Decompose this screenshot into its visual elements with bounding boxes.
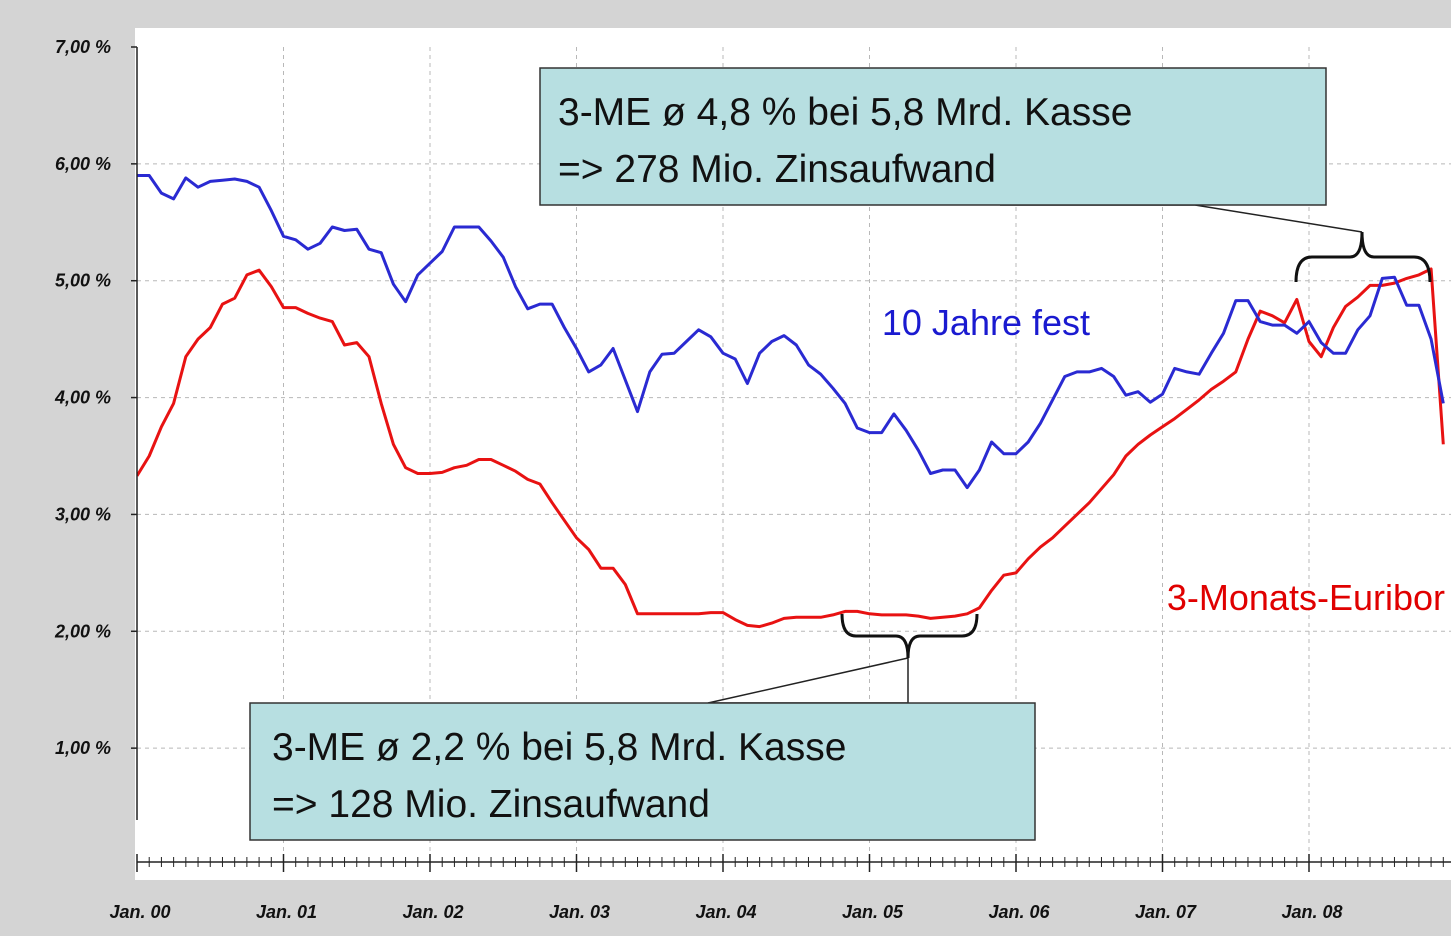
- y-tick-label: 5,00 %: [55, 271, 111, 291]
- x-tick-label: Jan. 02: [402, 902, 463, 922]
- x-tick-label: Jan. 08: [1281, 902, 1342, 922]
- x-tick-label: Jan. 05: [842, 902, 904, 922]
- y-tick-label: 1,00 %: [55, 738, 111, 758]
- series-label: 3-Monats-Euribor: [1167, 577, 1445, 618]
- series-line: [137, 174, 1445, 490]
- x-tick-label: Jan. 07: [1135, 902, 1197, 922]
- y-tick-label: 3,00 %: [55, 504, 111, 524]
- annotation-text: => 278 Mio. Zinsaufwand: [558, 148, 996, 191]
- series-line: [137, 267, 1445, 629]
- annotation-text: => 128 Mio. Zinsaufwand: [272, 783, 710, 826]
- brace: [840, 613, 979, 659]
- lines: [137, 174, 1445, 629]
- y-tick-label: 6,00 %: [55, 154, 111, 174]
- y-tick-label: 7,00 %: [55, 37, 111, 57]
- annotation-text: 3-ME ø 2,2 % bei 5,8 Mrd. Kasse: [272, 726, 846, 769]
- annotation-box: [249, 702, 1036, 841]
- annotation-text: 3-ME ø 4,8 % bei 5,8 Mrd. Kasse: [558, 91, 1132, 134]
- y-tick-label: 4,00 %: [54, 388, 111, 408]
- x-tick-label: Jan. 00: [109, 902, 170, 922]
- x-tick-label: Jan. 06: [988, 902, 1050, 922]
- x-tick-label: Jan. 03: [549, 902, 610, 922]
- x-tick-label: Jan. 04: [695, 902, 756, 922]
- brace: [1294, 231, 1432, 283]
- annotation-box: [539, 67, 1327, 206]
- y-tick-label: 2,00 %: [54, 621, 111, 641]
- x-tick-label: Jan. 01: [256, 902, 317, 922]
- series-label: 10 Jahre fest: [882, 302, 1090, 343]
